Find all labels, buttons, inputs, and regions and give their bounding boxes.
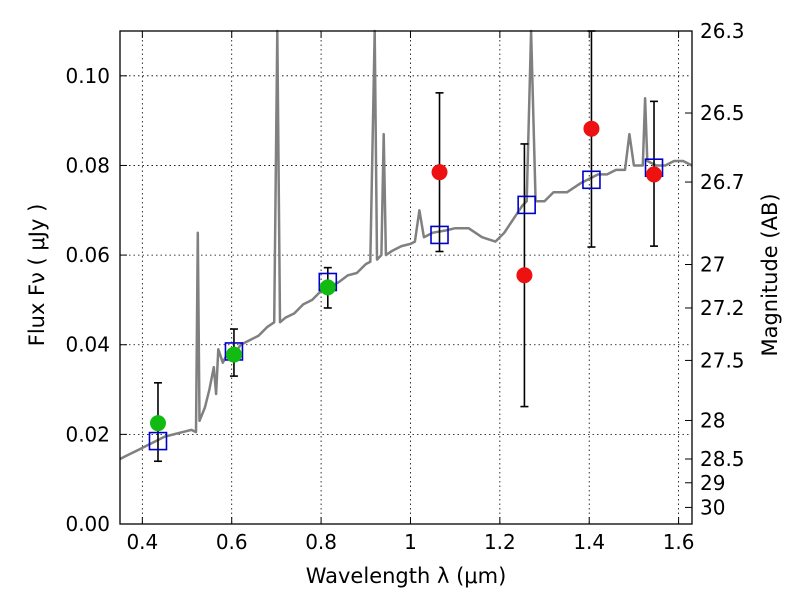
x-tick-label: 0.6 [216,530,248,554]
x-tick-label: 0.8 [305,530,337,554]
y-right-tick-label: 27.2 [700,296,745,320]
y-tick-label: 0.08 [65,153,110,177]
y-axis-label: Flux Fν ( μJy ) [25,204,49,347]
y-right-tick-label: 26.5 [700,101,745,125]
y-right-tick-label: 27 [700,253,725,277]
x-tick-label: 1.2 [484,530,516,554]
grid [120,31,692,525]
x-tick-label: 1.6 [663,530,695,554]
y-right-tick-label: 28 [700,408,725,432]
y-right-tick-label: 26.3 [700,19,745,43]
red-observed-point [583,120,600,137]
model-square [517,195,536,215]
green-observed-point [225,346,242,363]
x-tick-label: 1 [404,530,417,554]
red-observed-point [431,164,448,181]
x-tick-label: 0.4 [126,530,158,554]
model-square [582,170,601,190]
model-square [430,225,449,245]
red-observed-point [646,166,663,183]
green-observed-point [149,415,166,432]
x-tick-label: 1.4 [573,530,605,554]
y-right-tick-label: 29 [700,471,725,495]
red-observed-point [516,267,533,284]
y-axis-right-label: Magnitude (AB) [758,193,782,356]
observed-points [149,120,663,432]
y-right-tick-label: 28.5 [700,447,745,471]
axis-ticks: 0.4 0.6 0.8 1 1.2 1.4 1.6 0.00 0.02 0.04 0.06 0.08 0… [65,19,744,554]
green-observed-point [319,279,336,296]
y-tick-label: 0.10 [65,64,110,88]
model-points [148,158,664,451]
spectrum-line [119,29,693,461]
spectrum-series [119,29,693,461]
y-tick-label: 0.06 [65,243,110,267]
model-square [148,431,168,451]
y-tick-label: 0.04 [65,333,110,357]
x-axis-label: Wavelength λ (μm) [306,564,507,588]
y-right-tick-label: 27.5 [700,348,745,372]
y-right-tick-label: 30 [700,495,725,519]
y-tick-label: 0.00 [65,512,110,536]
plot-frame [119,30,693,525]
y-right-tick-label: 26.7 [700,170,745,194]
y-tick-label: 0.02 [65,422,110,446]
